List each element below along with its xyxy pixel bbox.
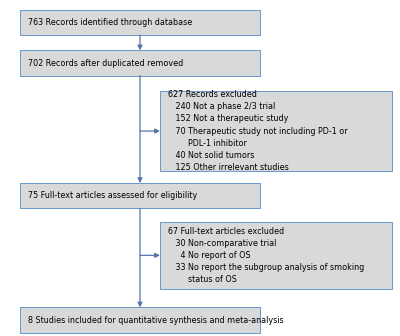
FancyBboxPatch shape xyxy=(20,307,260,333)
FancyBboxPatch shape xyxy=(20,183,260,208)
Text: 75 Full-text articles assessed for eligibility: 75 Full-text articles assessed for eligi… xyxy=(28,191,197,200)
Text: 763 Records identified through database: 763 Records identified through database xyxy=(28,18,192,27)
Text: 702 Records after duplicated removed: 702 Records after duplicated removed xyxy=(28,58,183,68)
FancyBboxPatch shape xyxy=(20,10,260,35)
FancyBboxPatch shape xyxy=(20,50,260,76)
FancyBboxPatch shape xyxy=(160,91,392,171)
Text: 67 Full-text articles excluded
   30 Non-comparative trial
     4 No report of O: 67 Full-text articles excluded 30 Non-co… xyxy=(168,226,364,284)
FancyBboxPatch shape xyxy=(160,222,392,289)
Text: 8 Studies included for quantitative synthesis and meta-analysis: 8 Studies included for quantitative synt… xyxy=(28,316,284,325)
Text: 627 Records excluded
   240 Not a phase 2/3 trial
   152 Not a therapeutic study: 627 Records excluded 240 Not a phase 2/3… xyxy=(168,90,348,172)
